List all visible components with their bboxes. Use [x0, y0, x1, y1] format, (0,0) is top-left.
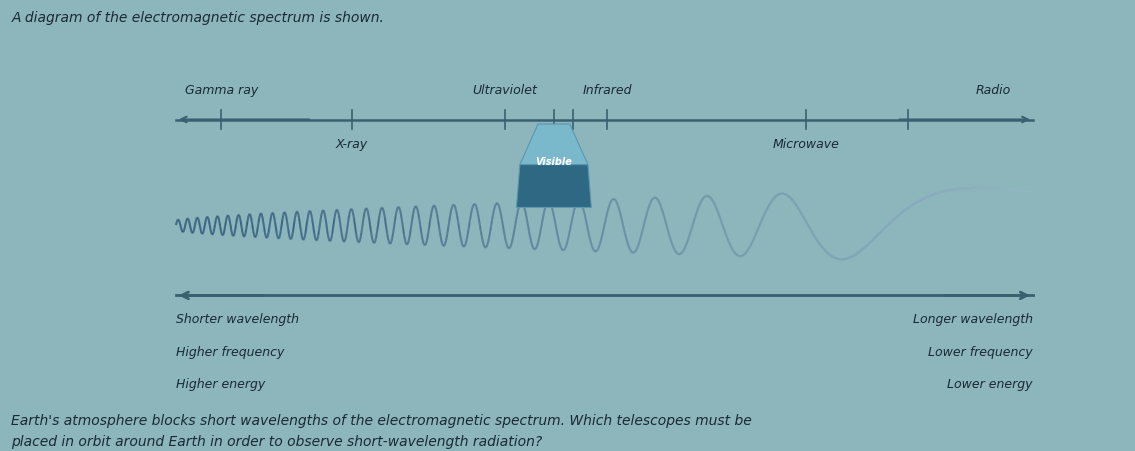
Text: Infrared: Infrared — [582, 84, 632, 97]
Text: Gamma ray: Gamma ray — [185, 84, 258, 97]
Text: Shorter wavelength: Shorter wavelength — [176, 313, 299, 327]
Text: Ultraviolet: Ultraviolet — [472, 84, 538, 97]
Text: Lower energy: Lower energy — [948, 378, 1033, 391]
Text: Earth's atmosphere blocks short wavelengths of the electromagnetic spectrum. Whi: Earth's atmosphere blocks short waveleng… — [11, 414, 753, 428]
Text: Visible: Visible — [536, 157, 572, 167]
Text: Longer wavelength: Longer wavelength — [913, 313, 1033, 327]
Text: Higher frequency: Higher frequency — [176, 346, 284, 359]
Polygon shape — [520, 124, 588, 165]
Text: placed in orbit around Earth in order to observe short-wavelength radiation?: placed in orbit around Earth in order to… — [11, 435, 543, 449]
Text: A diagram of the electromagnetic spectrum is shown.: A diagram of the electromagnetic spectru… — [11, 11, 385, 25]
Text: X-ray: X-ray — [336, 138, 368, 151]
Text: Lower frequency: Lower frequency — [928, 346, 1033, 359]
Text: Microwave: Microwave — [773, 138, 839, 151]
Text: Higher energy: Higher energy — [176, 378, 266, 391]
Text: Radio: Radio — [975, 84, 1011, 97]
Polygon shape — [516, 165, 591, 207]
